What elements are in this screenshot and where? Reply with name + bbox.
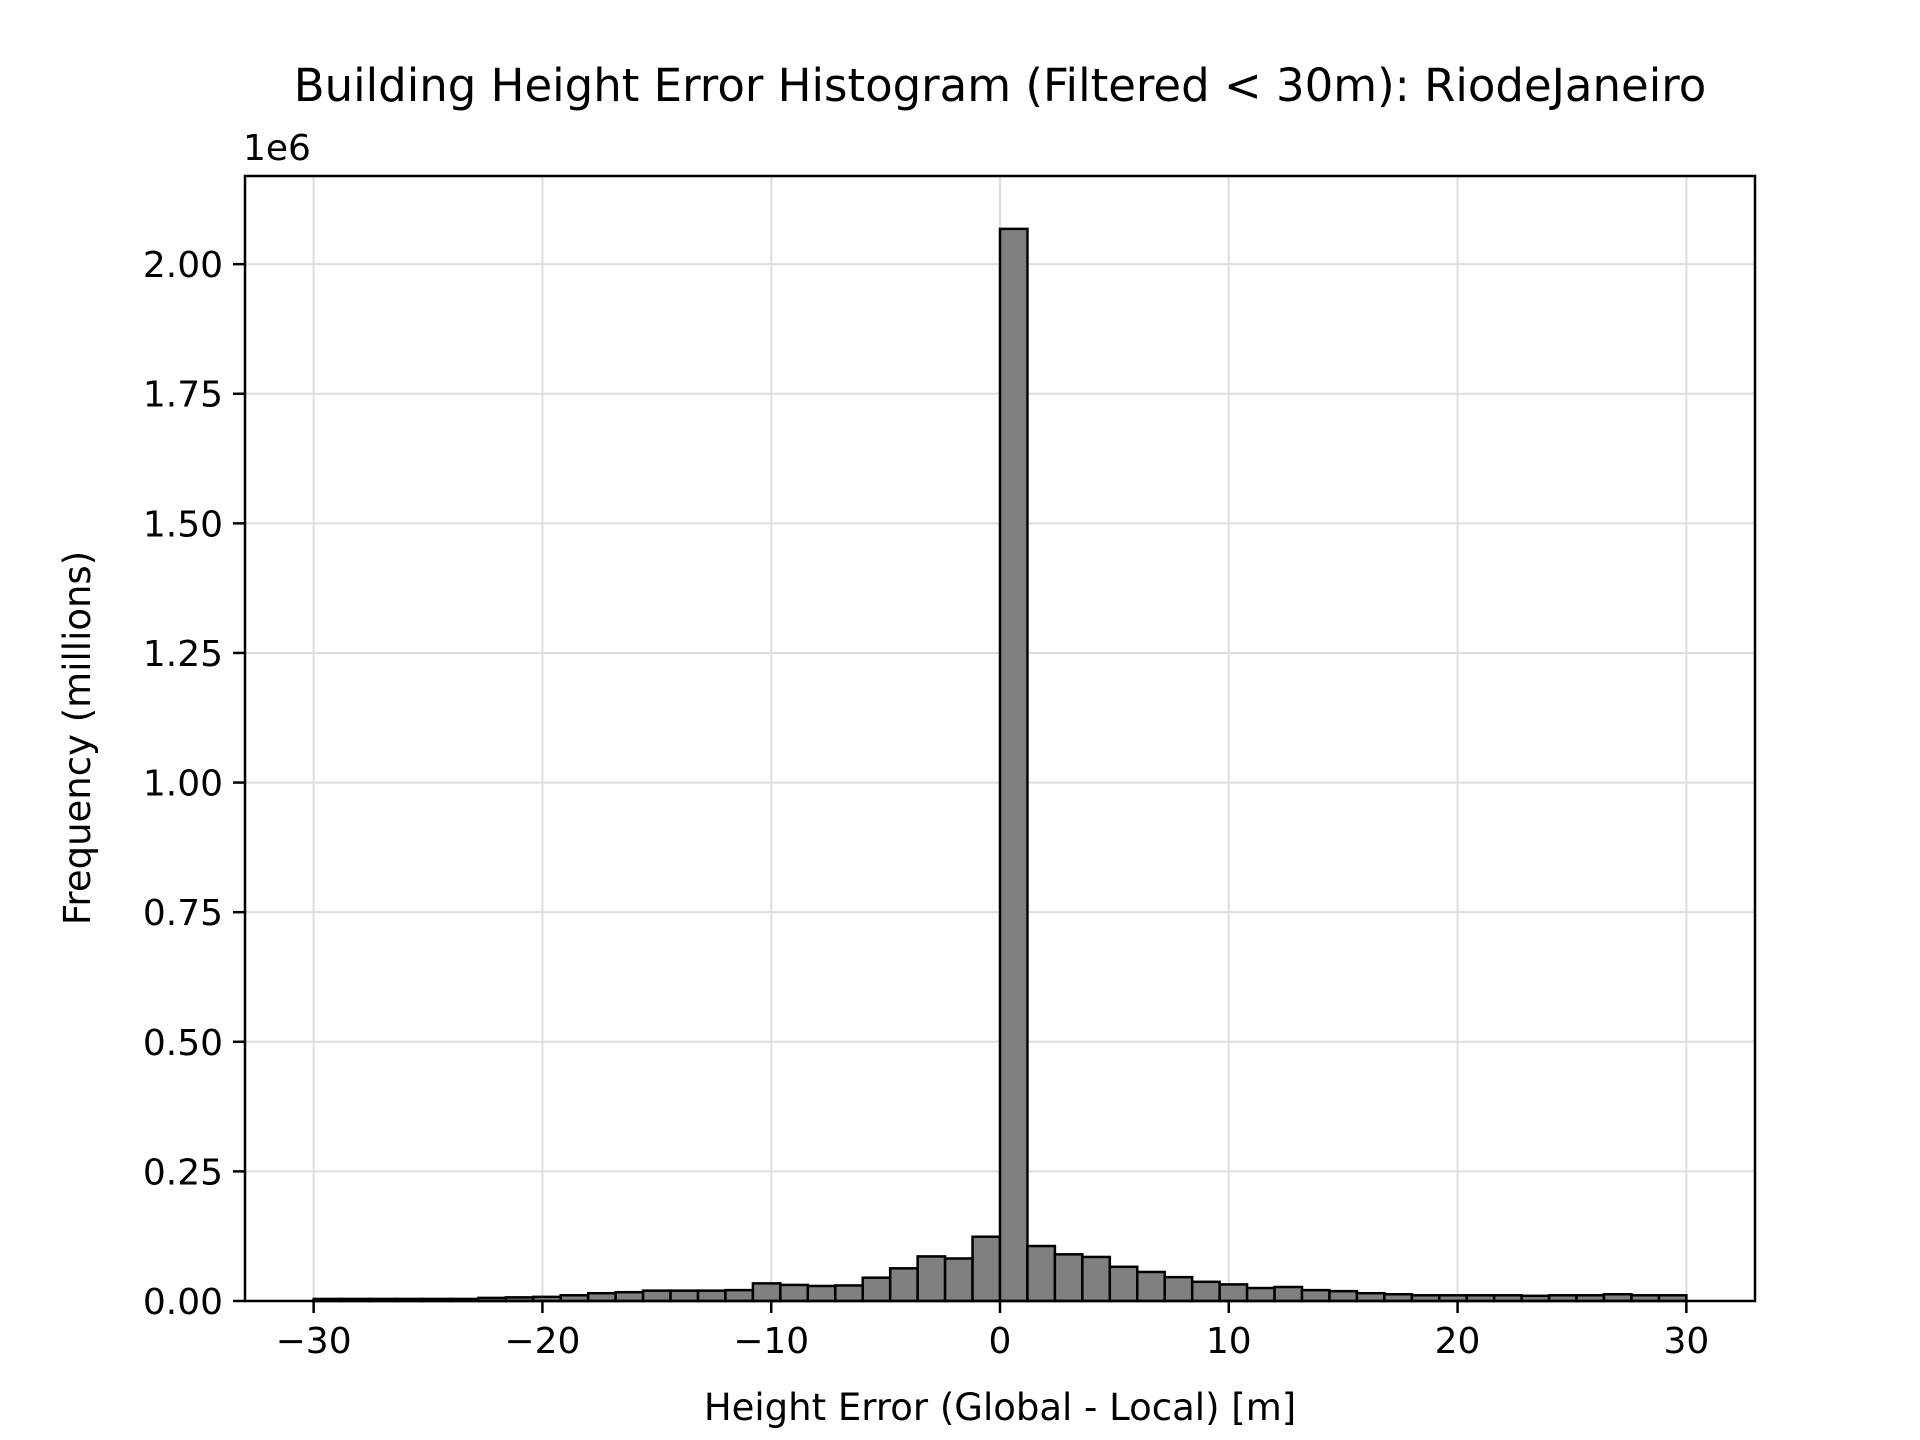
y-tick-label-4: 1.00 — [143, 764, 223, 805]
histogram-bar-11 — [614, 1290, 645, 1303]
histogram-bar-35 — [1273, 1285, 1304, 1303]
histogram-bar-33 — [1218, 1283, 1249, 1303]
histogram-bar-36 — [1300, 1288, 1331, 1303]
x-tick-label-3: 0 — [989, 1321, 1012, 1362]
histogram-bar-32 — [1190, 1280, 1221, 1303]
histogram-bar-37 — [1328, 1289, 1359, 1303]
y-tick-label-2: 0.50 — [143, 1023, 223, 1064]
x-tick-label-2: −10 — [733, 1321, 809, 1362]
histogram-bar-31 — [1163, 1275, 1194, 1303]
histogram-bar-20 — [861, 1276, 892, 1303]
y-offset-text: 1e6 — [243, 128, 311, 169]
histogram-bar-18 — [806, 1284, 837, 1303]
histogram-bar-12 — [641, 1289, 672, 1303]
y-tick-label-3: 0.75 — [143, 893, 223, 934]
y-tick-label-7: 1.75 — [143, 375, 223, 416]
histogram-bar-22 — [916, 1255, 947, 1303]
x-axis-label: Height Error (Global - Local) [m] — [704, 1386, 1296, 1429]
y-tick-label-5: 1.25 — [143, 634, 223, 675]
histogram-bar-17 — [779, 1283, 810, 1303]
histogram-bar-13 — [669, 1289, 700, 1303]
histogram-bar-26 — [1026, 1244, 1057, 1303]
y-tick-label-8: 2.00 — [143, 245, 223, 286]
x-tick-label-6: 30 — [1663, 1321, 1709, 1362]
histogram-bar-19 — [834, 1284, 864, 1303]
y-tick-label-1: 0.25 — [143, 1152, 223, 1193]
chart-title: Building Height Error Histogram (Filtere… — [294, 59, 1707, 112]
histogram-bar-14 — [696, 1289, 727, 1303]
histogram-bar-25 — [998, 227, 1029, 1303]
histogram-bar-34 — [1245, 1286, 1276, 1303]
x-axis-ticks: −30 −20 −10 0 10 20 30 — [276, 1301, 1709, 1362]
y-tick-label-0: 0.00 — [143, 1282, 223, 1323]
histogram-bars — [312, 227, 1688, 1303]
histogram-bar-27 — [1053, 1253, 1084, 1303]
x-tick-label-4: 10 — [1206, 1321, 1252, 1362]
histogram-bar-21 — [888, 1267, 919, 1303]
histogram-bar-30 — [1136, 1270, 1166, 1303]
x-tick-label-0: −30 — [276, 1321, 352, 1362]
y-tick-label-6: 1.50 — [143, 504, 223, 545]
x-tick-label-1: −20 — [504, 1321, 580, 1362]
histogram-bar-16 — [751, 1282, 782, 1303]
histogram-bar-29 — [1108, 1265, 1139, 1303]
y-axis-ticks: 0.00 0.25 0.50 0.75 1.00 1.25 1.50 1.75 2.00 — [143, 245, 245, 1323]
y-axis-label: Frequency (millions) — [56, 551, 99, 925]
histogram-bar-24 — [971, 1235, 1002, 1303]
histogram-bar-23 — [943, 1257, 974, 1303]
histogram-bar-15 — [724, 1288, 755, 1303]
histogram-bar-28 — [1081, 1255, 1112, 1303]
x-tick-label-5: 20 — [1435, 1321, 1481, 1362]
